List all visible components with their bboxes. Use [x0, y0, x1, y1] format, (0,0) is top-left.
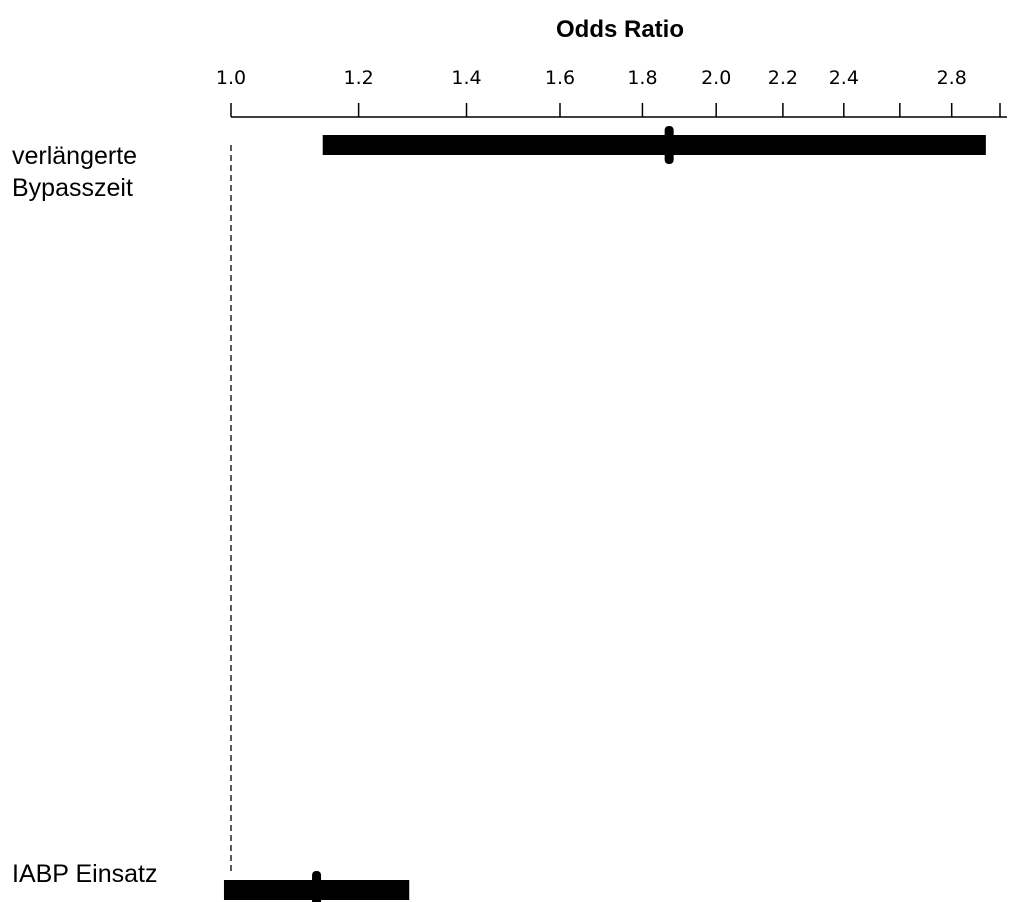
- x-tick-label: 1.6: [545, 67, 575, 89]
- x-tick-label: 1.0: [216, 67, 246, 89]
- ci-bar: [322, 135, 986, 155]
- forest-row: verlängerte Bypasszeit: [12, 126, 986, 202]
- row-label: IABP Einsatz: [12, 860, 157, 888]
- x-tick-label: 2.2: [768, 67, 798, 89]
- x-axis-title: Odds Ratio: [556, 16, 684, 43]
- x-axis: 1.0 1.2 1.4 1.6 1.8 2.0 2.2 2.4 2.8: [216, 67, 1007, 118]
- x-tick-label: 1.4: [451, 67, 481, 89]
- forest-row: IABP Einsatz: [12, 860, 410, 902]
- row-label: Bypasszeit: [12, 174, 133, 202]
- x-tick-label: 1.8: [627, 67, 657, 89]
- x-tick-label: 1.2: [344, 67, 374, 89]
- x-tick-label: 2.4: [829, 67, 859, 89]
- x-tick-label: 2.8: [937, 67, 967, 89]
- x-tick-label: 2.0: [701, 67, 731, 89]
- point-estimate-marker: [664, 126, 674, 164]
- point-estimate-marker: [312, 871, 322, 902]
- row-label: verlängerte: [12, 142, 137, 170]
- forest-rows: verlängerte Bypasszeit IABP Einsatz: [12, 126, 986, 902]
